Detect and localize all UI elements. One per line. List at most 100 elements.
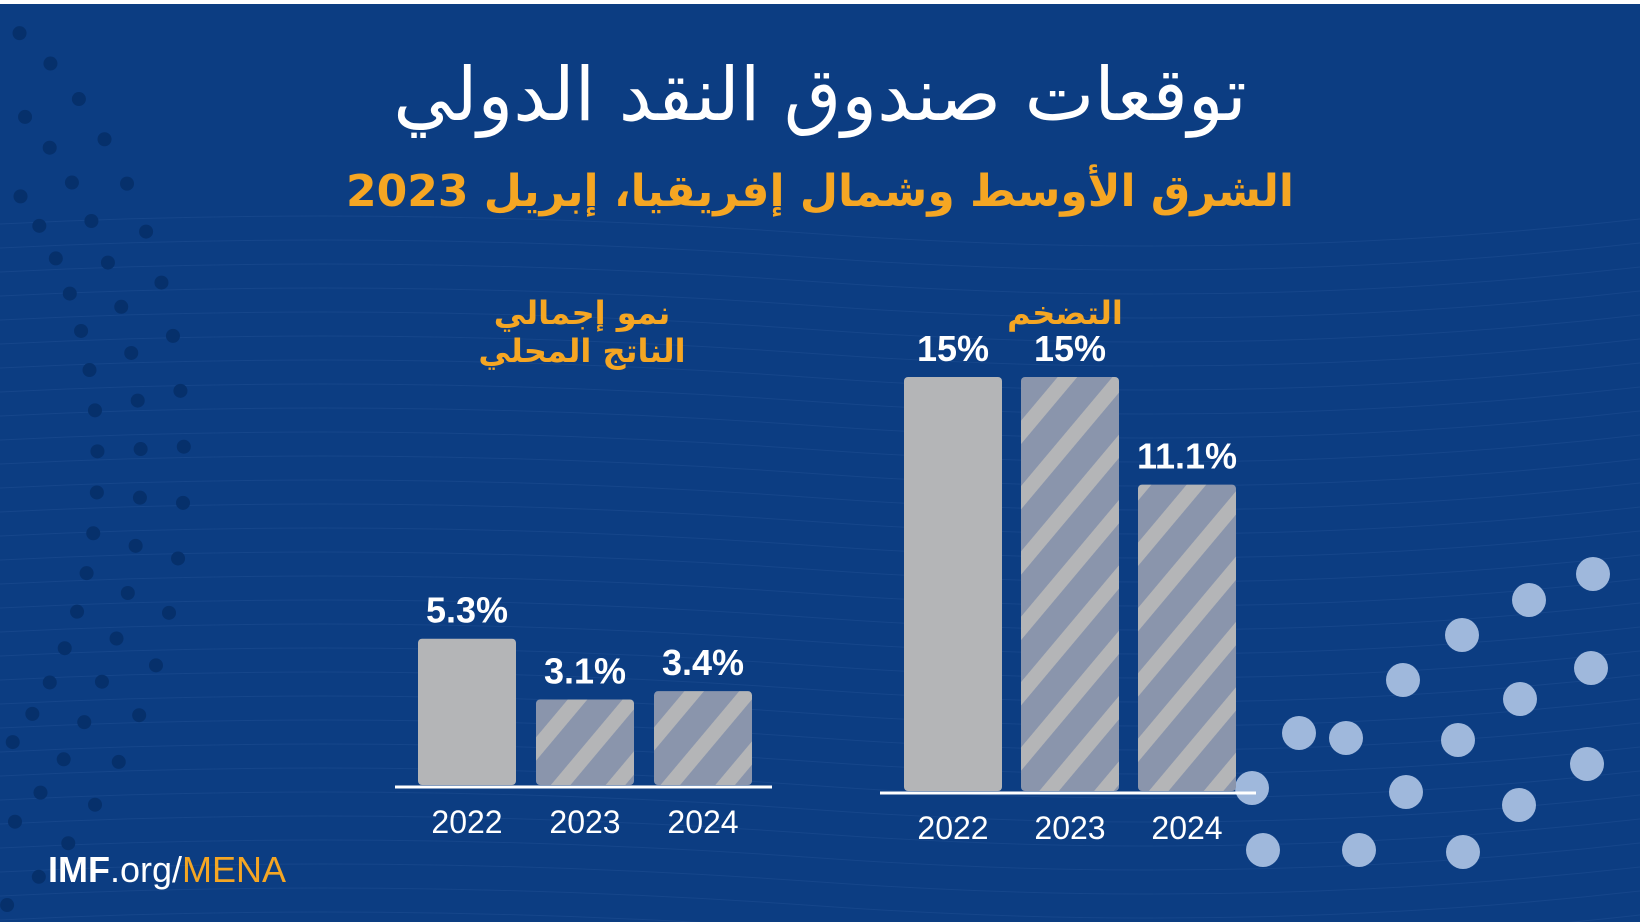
decor-dot bbox=[7, 814, 22, 829]
decor-dot bbox=[148, 658, 163, 673]
decor-dot bbox=[87, 403, 102, 418]
bar-2024 bbox=[1138, 484, 1236, 791]
grid-line bbox=[0, 455, 1640, 487]
chart-title: التضخم bbox=[1007, 294, 1123, 332]
decor-dot bbox=[100, 255, 115, 270]
x-tick-label: 2023 bbox=[1034, 810, 1105, 846]
bar-2024 bbox=[654, 691, 752, 785]
decor-dot bbox=[43, 56, 58, 71]
decor-dot bbox=[97, 132, 112, 147]
bar-2023 bbox=[536, 699, 634, 785]
grid-line bbox=[0, 407, 1640, 439]
decor-dot bbox=[120, 176, 135, 191]
decor-dot bbox=[1576, 557, 1610, 591]
decor-dot bbox=[1386, 663, 1420, 697]
decor-dot bbox=[1235, 771, 1269, 805]
grid-line bbox=[0, 503, 1640, 535]
grid-line bbox=[0, 911, 1640, 922]
decor-dot bbox=[86, 526, 101, 541]
decor-dot bbox=[88, 797, 103, 812]
decor-dot bbox=[1502, 788, 1536, 822]
decor-dot bbox=[109, 631, 124, 646]
grid-line bbox=[0, 551, 1640, 583]
grid-line bbox=[0, 335, 1640, 367]
x-tick-label: 2022 bbox=[431, 804, 502, 840]
bar-value-label: 15% bbox=[917, 328, 989, 369]
decor-dot bbox=[84, 214, 99, 229]
grid-line bbox=[0, 695, 1640, 727]
grid-line bbox=[0, 527, 1640, 559]
decor-dot bbox=[154, 275, 169, 290]
grid-line bbox=[0, 839, 1640, 871]
page-title: توقعات صندوق النقد الدولي bbox=[393, 52, 1247, 138]
bar-value-label: 11.1% bbox=[1137, 436, 1237, 477]
decor-dot bbox=[128, 538, 143, 553]
decor-dot bbox=[1570, 747, 1604, 781]
decor-dot bbox=[77, 715, 92, 730]
footer-org: .org/ bbox=[109, 849, 183, 890]
x-tick-label: 2024 bbox=[667, 804, 738, 840]
decor-dot bbox=[61, 836, 76, 851]
grid-line bbox=[0, 599, 1640, 631]
x-tick-label: 2024 bbox=[1151, 810, 1222, 846]
grid-line bbox=[0, 719, 1640, 751]
bar-value-label: 15% bbox=[1034, 328, 1106, 369]
decor-dot bbox=[57, 641, 72, 656]
grid-line bbox=[0, 863, 1640, 895]
decor-dot bbox=[176, 439, 191, 454]
decor-dot bbox=[139, 224, 154, 239]
chart-title: نمو إجمالي الناتج المحلي bbox=[478, 294, 685, 370]
decor-dot bbox=[62, 286, 77, 301]
decor-dot bbox=[1246, 833, 1280, 867]
grid-line bbox=[0, 767, 1640, 799]
bar-value-label: 3.4% bbox=[662, 642, 744, 683]
grid-line bbox=[0, 791, 1640, 823]
decor-dot bbox=[42, 140, 57, 155]
grid-line bbox=[0, 215, 1640, 247]
decor-dot bbox=[13, 189, 28, 204]
decor-dot bbox=[1503, 682, 1537, 716]
decor-dot bbox=[111, 754, 126, 769]
decor-dot bbox=[165, 328, 180, 343]
decor-dot bbox=[133, 442, 148, 457]
decor-dot bbox=[162, 605, 177, 620]
footer-url[interactable]: IMF.org/MENA bbox=[48, 849, 286, 891]
bar-value-label: 3.1% bbox=[544, 650, 626, 691]
decor-dot bbox=[42, 675, 57, 690]
grid-line bbox=[0, 743, 1640, 775]
decor-dot bbox=[71, 92, 86, 107]
decor-dot bbox=[1282, 716, 1316, 750]
decor-dot bbox=[114, 299, 129, 314]
decor-dot bbox=[89, 485, 104, 500]
infographic-card: توقعات صندوق النقد الدولي الشرق الأوسط و… bbox=[0, 4, 1640, 922]
decor-dot bbox=[94, 674, 109, 689]
bar-2022 bbox=[418, 638, 516, 785]
grid-line bbox=[0, 263, 1640, 295]
charts-area: نمو إجمالي الناتج المحلي 5.3% 2022 3.1% 2023 3… bbox=[395, 294, 1256, 846]
decor-dot bbox=[56, 752, 71, 767]
bar-2022 bbox=[904, 377, 1002, 791]
grid-line bbox=[0, 239, 1640, 271]
grid-line bbox=[0, 383, 1640, 415]
grid-line bbox=[0, 311, 1640, 343]
decor-dot bbox=[18, 109, 33, 124]
decor-dot bbox=[5, 735, 20, 750]
decor-dot bbox=[1342, 833, 1376, 867]
decor-dot bbox=[90, 444, 105, 459]
footer-mena: MENA bbox=[182, 849, 287, 890]
x-tick-label: 2023 bbox=[549, 804, 620, 840]
decor-dot bbox=[79, 566, 94, 581]
decor-dot bbox=[32, 218, 47, 233]
grid-line bbox=[0, 647, 1640, 679]
decor-dot bbox=[1389, 775, 1423, 809]
decor-dot bbox=[1441, 723, 1475, 757]
decorative-background bbox=[0, 26, 1640, 922]
decor-dot bbox=[1512, 583, 1546, 617]
decor-dot bbox=[33, 785, 48, 800]
decor-dot bbox=[82, 363, 97, 378]
grid-line bbox=[0, 887, 1640, 919]
decor-dot bbox=[1574, 651, 1608, 685]
page-subtitle: الشرق الأوسط وشمال إفريقيا، إبريل 2023 bbox=[346, 166, 1294, 217]
grid-line bbox=[0, 359, 1640, 391]
